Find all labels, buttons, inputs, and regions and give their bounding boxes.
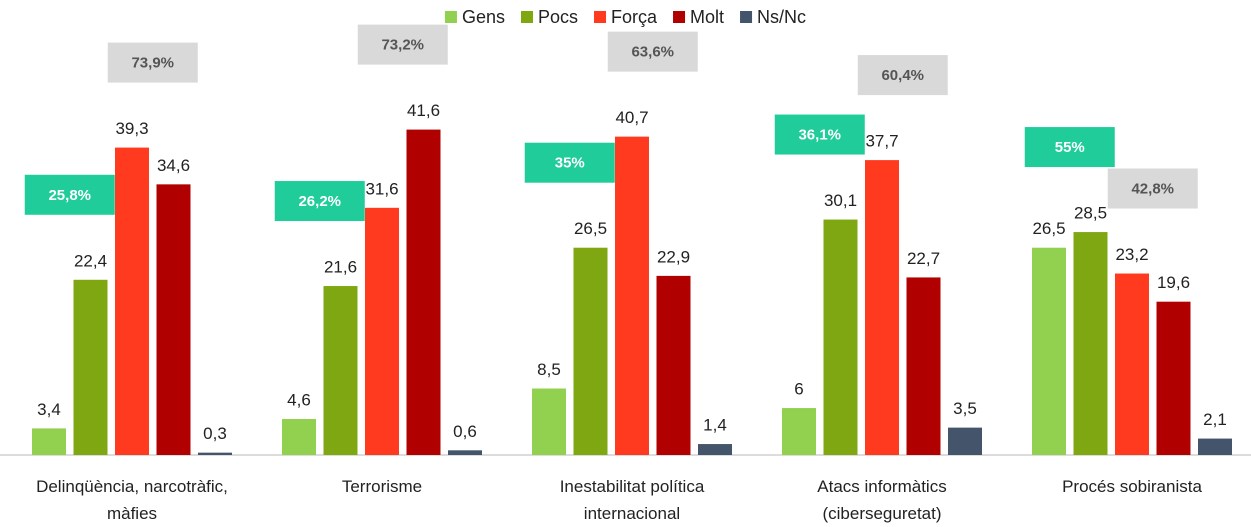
annotation: 63,6%	[631, 44, 674, 61]
bar	[198, 452, 232, 455]
data-label: 22,4	[74, 251, 107, 270]
annotation-box	[774, 114, 865, 155]
x-tick-line: Procés sobiranista	[1062, 477, 1202, 496]
annotation: 36,1%	[798, 127, 841, 144]
legend-swatch	[444, 11, 457, 23]
data-label: 40,7	[615, 108, 648, 127]
data-label: 2,1	[1203, 410, 1227, 429]
x-tick-line: màfies	[107, 504, 157, 523]
legend-label: Molt	[690, 7, 724, 27]
bar	[615, 136, 649, 455]
bar	[115, 147, 149, 455]
bar	[948, 427, 982, 455]
bar	[282, 419, 316, 455]
annotation: 25,8%	[48, 187, 91, 204]
bar	[156, 184, 191, 455]
data-label: 26,5	[574, 219, 607, 238]
data-label: 31,6	[365, 179, 398, 198]
annotation: 35%	[555, 155, 585, 172]
annotation: 26,2%	[298, 193, 341, 210]
legend-label: Pocs	[538, 7, 578, 27]
bar	[865, 160, 899, 455]
annotation: 55%	[1055, 139, 1085, 156]
bar	[406, 129, 441, 455]
data-label: 6	[794, 380, 803, 399]
x-tick-line: (ciberseguretat)	[822, 504, 941, 523]
bar	[698, 444, 732, 455]
annotation: 42,8%	[1131, 180, 1174, 197]
bar	[448, 450, 482, 455]
data-label: 37,7	[865, 132, 898, 151]
bar	[323, 286, 358, 455]
data-label: 30,1	[824, 191, 857, 210]
annotation-box	[1107, 168, 1198, 209]
x-tick-label: Atacs informàtics (ciberseguretat)	[817, 477, 946, 523]
data-label: 28,5	[1074, 204, 1107, 223]
bar	[906, 277, 941, 455]
bar	[365, 207, 399, 455]
legend-label: Força	[611, 7, 658, 27]
annotation-box	[274, 181, 365, 222]
data-label: 34,6	[157, 156, 190, 175]
data-label: 3,4	[37, 400, 61, 419]
annotation-box	[857, 55, 948, 96]
data-label: 1,4	[703, 416, 727, 435]
x-tick-label: Delinqüència, narcotràfic, màfies	[36, 477, 228, 523]
legend-label: Gens	[462, 7, 505, 27]
bar	[32, 428, 66, 455]
data-label: 23,2	[1115, 245, 1148, 264]
x-tick-label: Terrorisme	[342, 477, 422, 496]
bar	[823, 219, 858, 455]
bar	[1198, 438, 1232, 455]
x-tick-line: Atacs informàtics	[817, 477, 946, 496]
annotation-box	[524, 142, 615, 183]
bar	[73, 279, 108, 455]
data-label: 4,6	[287, 391, 311, 410]
data-label: 22,9	[657, 247, 690, 266]
x-tick-label: Procés sobiranista	[1062, 477, 1202, 496]
bar	[532, 388, 566, 455]
annotation-box	[24, 174, 115, 215]
data-label: 26,5	[1032, 219, 1065, 238]
data-label: 3,5	[953, 399, 977, 418]
bar	[1073, 232, 1108, 455]
x-tick-line: Inestabilitat política	[560, 477, 705, 496]
x-tick-line: Terrorisme	[342, 477, 422, 496]
bar	[573, 247, 608, 455]
annotation-box	[607, 31, 698, 72]
legend: Gens Pocs Força Molt Ns/Nc	[444, 7, 806, 27]
bar	[1032, 247, 1066, 455]
data-label: 41,6	[407, 101, 440, 120]
data-label: 19,6	[1157, 273, 1190, 292]
x-tick-line: Delinqüència, narcotràfic,	[36, 477, 228, 496]
data-label: 8,5	[537, 360, 561, 379]
legend-swatch	[673, 11, 686, 23]
legend-swatch	[594, 11, 607, 23]
legend-swatch	[520, 11, 533, 23]
annotation-box	[357, 24, 448, 65]
bar	[782, 408, 816, 455]
x-tick-label: Inestabilitat política internacional	[560, 477, 705, 523]
data-label: 0,3	[203, 424, 227, 443]
bar	[656, 275, 691, 455]
annotation-box	[1024, 127, 1115, 168]
data-label: 39,3	[115, 119, 148, 138]
data-label: 22,7	[907, 249, 940, 268]
bar	[1156, 301, 1191, 455]
legend-label: Ns/Nc	[757, 7, 806, 27]
annotation: 73,2%	[381, 37, 424, 54]
annotation: 60,4%	[881, 67, 924, 84]
data-label: 21,6	[324, 258, 357, 277]
legend-swatch	[740, 11, 753, 23]
x-tick-line: internacional	[584, 504, 680, 523]
annotation: 73,9%	[131, 55, 174, 72]
annotation-box	[107, 42, 198, 83]
bar	[1115, 273, 1149, 455]
data-label: 0,6	[453, 422, 477, 441]
